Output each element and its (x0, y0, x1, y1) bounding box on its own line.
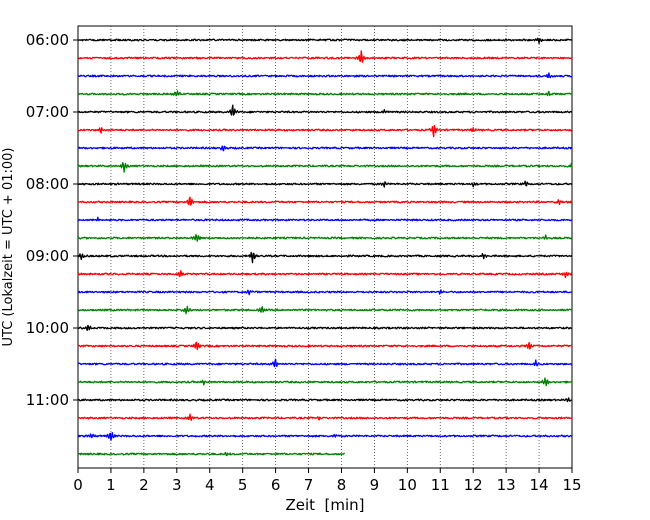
y-tick-label: 07:00 (26, 103, 69, 121)
x-axis-title: Zeit [min] (285, 496, 364, 514)
x-tick-label: 14 (530, 476, 549, 494)
x-tick-label: 11 (431, 476, 450, 494)
seismogram-trace (77, 451, 345, 457)
seismogram-trace (77, 90, 573, 97)
y-tick-label: 08:00 (26, 175, 69, 193)
seismogram-trace (77, 72, 573, 79)
x-tick-label: 3 (172, 476, 182, 494)
seismogram-trace (77, 145, 573, 152)
seismogram-trace (77, 104, 573, 116)
x-tick-label: 2 (139, 476, 149, 494)
x-tick-label: 6 (271, 476, 281, 494)
seismogram-trace (77, 180, 573, 188)
seismogram-trace (77, 413, 573, 421)
seismogram-trace (77, 289, 573, 296)
x-tick-label: 12 (464, 476, 483, 494)
seismogram-trace (77, 341, 573, 351)
y-tick-label: 06:00 (26, 31, 69, 49)
seismogram-trace (77, 431, 573, 441)
x-tick-label: 7 (304, 476, 314, 494)
x-tick-label: 10 (398, 476, 417, 494)
seismogram-trace (77, 270, 573, 279)
y-tick-label: 11:00 (26, 391, 69, 409)
x-tick-label: 0 (73, 476, 83, 494)
y-tick-label: 09:00 (26, 247, 69, 265)
x-tick-label: 8 (337, 476, 347, 494)
y-tick-label: 10:00 (26, 319, 69, 337)
seismogram-trace (77, 377, 573, 387)
y-axis-title: UTC (Lokalzeit = UTC + 01:00) (1, 148, 16, 347)
seismogram-trace (77, 216, 573, 222)
trace-layer (77, 37, 573, 457)
x-axis-ticks: 0 1 2 3 4 5 6 7 8 9 10 11 12 13 14 15 (73, 468, 582, 494)
seismogram-trace (77, 305, 573, 315)
seismogram-trace (77, 324, 573, 332)
seismogram-trace (77, 196, 573, 206)
seismogram-trace (77, 161, 573, 173)
seismogram-trace (77, 397, 573, 403)
seismogram-trace (77, 124, 573, 138)
x-tick-label: 4 (205, 476, 215, 494)
y-axis-ticks: 06:00 07:00 08:00 09:00 10:00 11:00 (26, 31, 78, 409)
seismogram-trace (77, 358, 573, 368)
x-tick-label: 15 (562, 476, 581, 494)
seismogram-trace (77, 234, 573, 242)
x-tick-label: 9 (370, 476, 380, 494)
x-tick-label: 5 (238, 476, 248, 494)
seismogram-trace (77, 50, 573, 63)
seismogram-trace (77, 37, 573, 45)
seismogram-trace (77, 251, 573, 264)
x-tick-label: 13 (497, 476, 516, 494)
plot-frame (77, 25, 573, 469)
x-tick-label: 1 (106, 476, 116, 494)
